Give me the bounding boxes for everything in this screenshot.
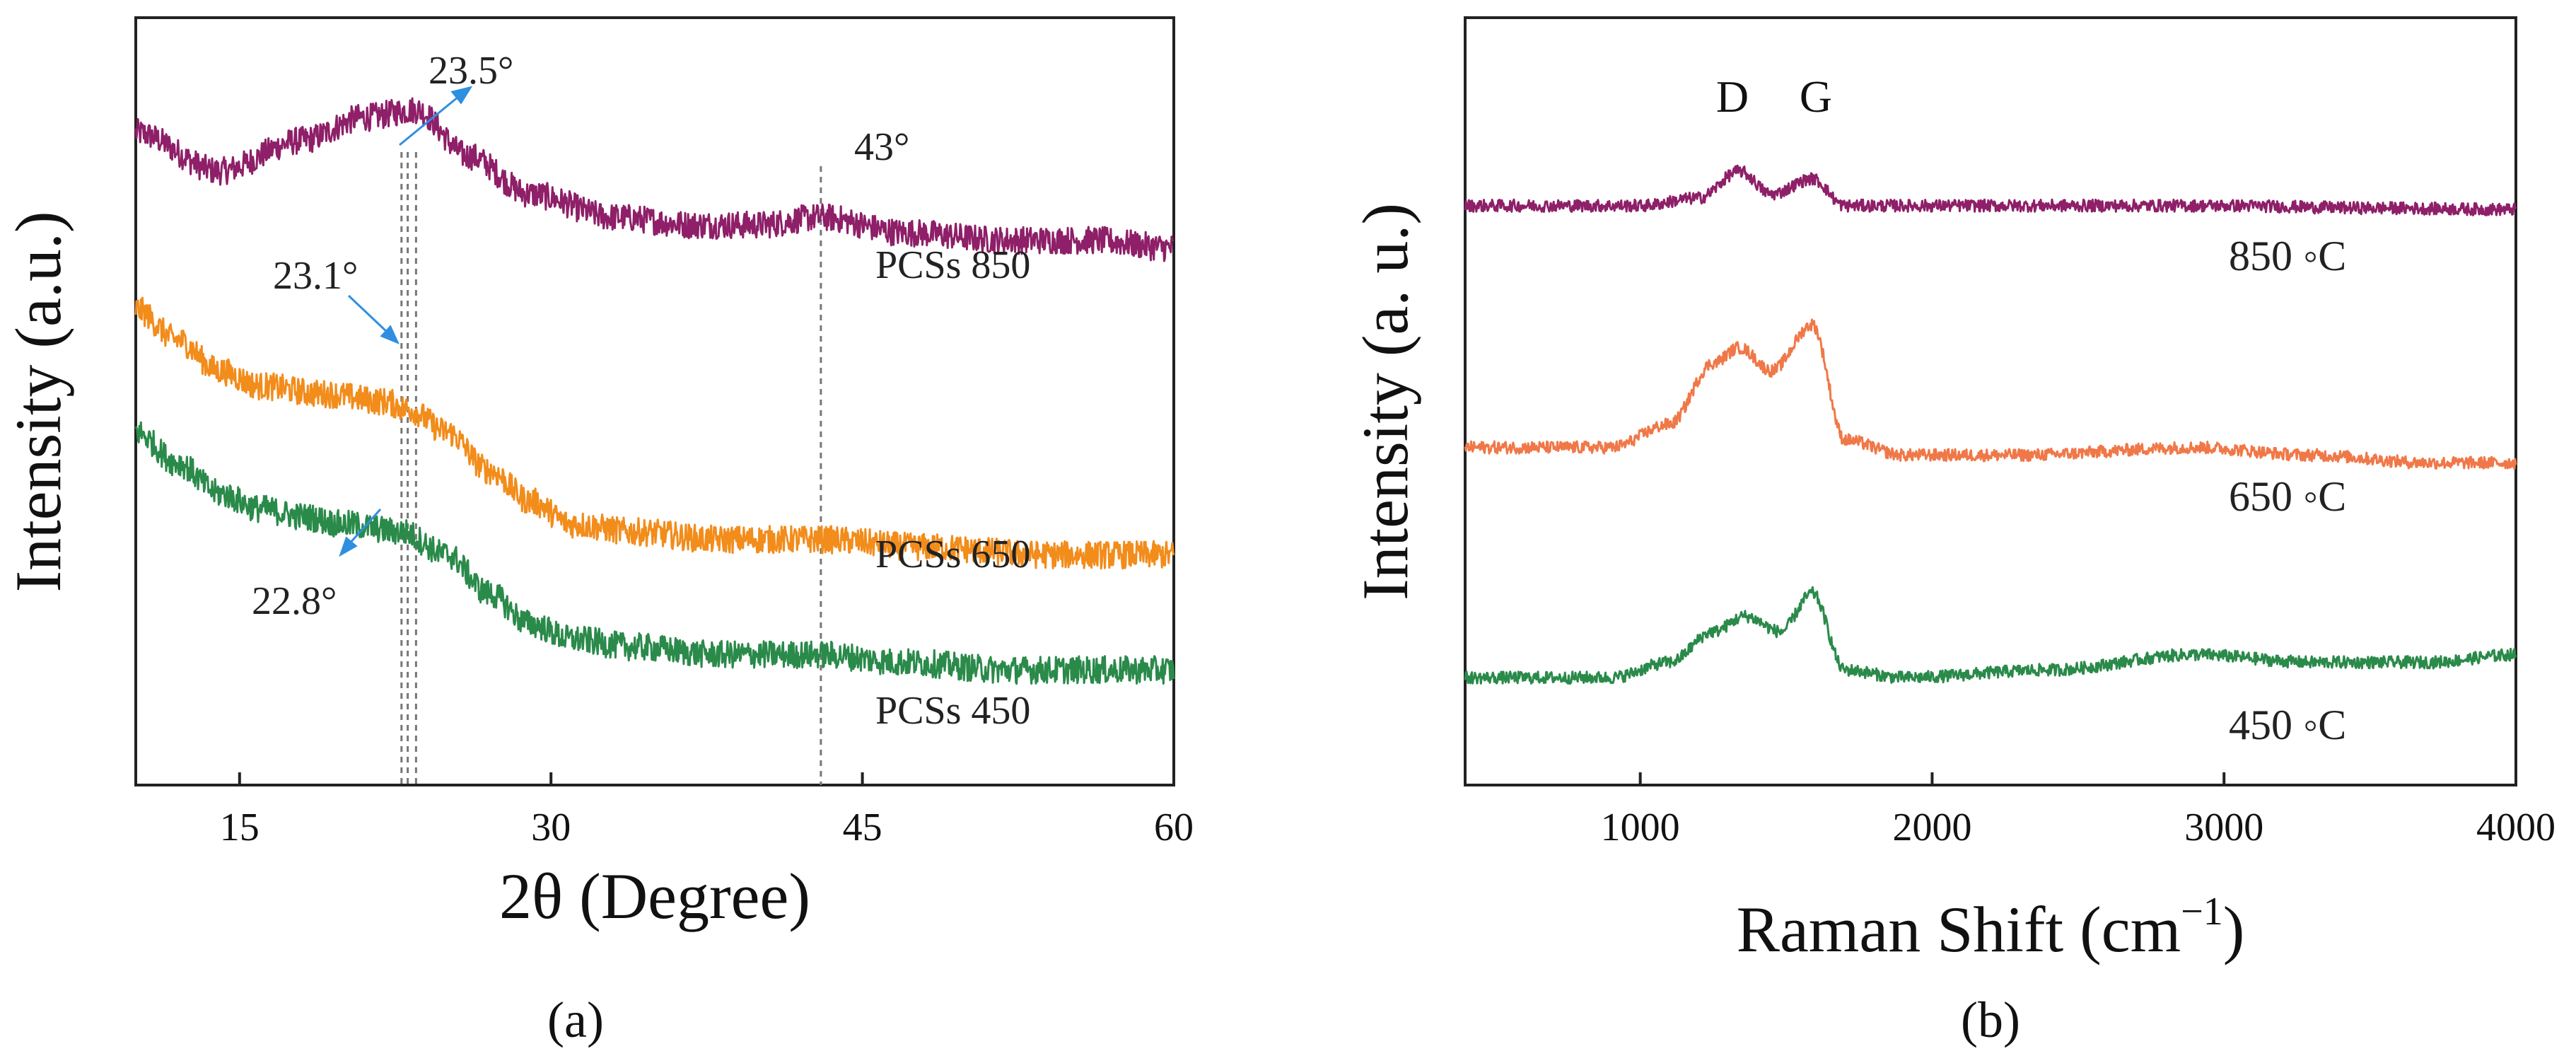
arrow-23-1-head: [380, 325, 400, 344]
arrow-22-8-head: [339, 536, 358, 557]
x-tick-label-b-1000: 1000: [1601, 806, 1680, 849]
x-tick-label-a-45: 45: [843, 806, 882, 849]
x-tick-label-a-15: 15: [220, 806, 260, 849]
panel-b-label-650: 650 ◦C: [2229, 473, 2346, 520]
panel-a-label: (a): [547, 992, 604, 1048]
panel-b-band-d: D: [1716, 71, 1749, 122]
series-line-b-1: [1464, 318, 2517, 470]
panel-a-annot-43: 43°: [854, 125, 909, 169]
series-line-a-0: [134, 97, 1175, 262]
panel-b-xlabel-sup: −1: [2181, 890, 2223, 934]
panel-a-annot-23-5: 23.5°: [429, 49, 513, 93]
arrow-23-1: [347, 294, 389, 334]
panel-b-series: [1464, 164, 2517, 685]
x-tick-label-b-2000: 2000: [1892, 806, 1971, 849]
panel-a-annot-22-8: 22.8°: [252, 579, 337, 623]
panel-a-annot-23-1: 23.1°: [273, 254, 358, 298]
panel-a-xlabel: 2θ (Degree): [499, 860, 810, 932]
arrow-22-8: [347, 508, 382, 546]
x-tick-label-a-30: 30: [531, 806, 571, 849]
panel-b-xlabel: Raman Shift (cm−1): [1737, 890, 2245, 965]
panel-b-ticks: 1000 2000 3000 4000: [1601, 772, 2555, 849]
panel-a-arrows: [339, 86, 473, 557]
panel-b-xlabel-close: ): [2223, 893, 2245, 965]
x-tick-label-a-60: 60: [1154, 806, 1194, 849]
panel-b-label-850: 850 ◦C: [2229, 233, 2346, 279]
panel-a-ticks: 15 30 45 60: [220, 772, 1194, 849]
panel-a-reference-lines: [400, 152, 822, 785]
panel-a: 15 30 45 60 Intensity (a.u.) 2θ (Degree) PC…: [2, 16, 1194, 1048]
panel-b-band-g: G: [1800, 71, 1832, 122]
panel-a-label-850: PCSs 850: [875, 243, 1030, 287]
panel-b-ylabel: Intensity (a. u.): [1349, 203, 1421, 600]
x-tick-label-b-4000: 4000: [2476, 806, 2555, 849]
arrow-23-5-head: [450, 86, 473, 105]
panel-b-label-450: 450 ◦C: [2229, 702, 2346, 748]
panel-b-xlabel-main: Raman Shift (cm: [1737, 893, 2181, 965]
series-line-b-0: [1464, 164, 2517, 216]
panel-b-label: (b): [1961, 992, 2020, 1048]
panel-a-ylabel: Intensity (a.u.): [2, 211, 74, 592]
series-line-b-2: [1464, 586, 2517, 685]
panel-b: 1000 2000 3000 4000 D G 850 ◦C 650 ◦C 450 ◦…: [1349, 16, 2555, 1048]
panel-a-frame: [134, 16, 1175, 786]
panel-a-label-650: PCSs 650: [875, 533, 1030, 576]
x-tick-label-b-3000: 3000: [2184, 806, 2263, 849]
panel-a-series: [134, 97, 1175, 685]
panel-a-label-450: PCSs 450: [875, 689, 1030, 733]
panel-b-frame: [1464, 16, 2517, 786]
series-line-a-2: [134, 421, 1175, 685]
series-line-a-1: [134, 296, 1175, 570]
arrow-23-5: [399, 95, 459, 146]
